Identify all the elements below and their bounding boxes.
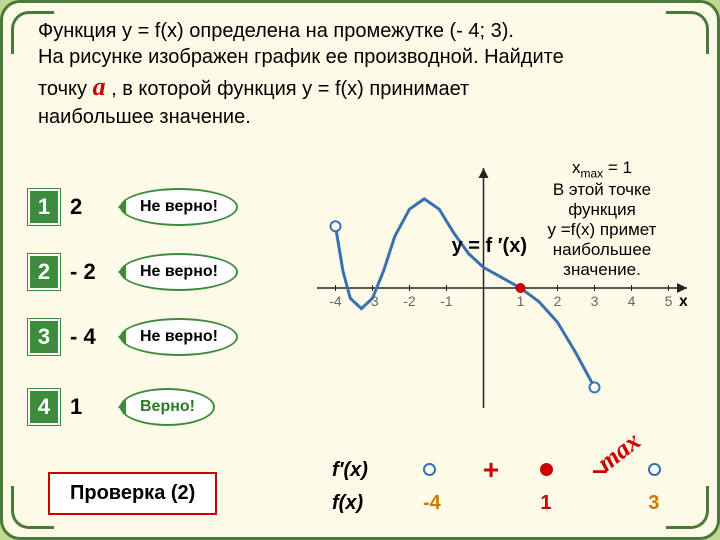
svg-text:1: 1 bbox=[517, 293, 525, 309]
svg-text:4: 4 bbox=[628, 293, 636, 309]
svg-text:2: 2 bbox=[554, 293, 562, 309]
feedback-bubble: Не верно! bbox=[120, 253, 238, 291]
option-value: - 2 bbox=[70, 259, 110, 285]
svg-text:-1: -1 bbox=[440, 293, 453, 309]
option-3[interactable]: 3 - 4 Не верно! bbox=[28, 318, 238, 356]
option-2[interactable]: 2 - 2 Не верно! bbox=[28, 253, 238, 291]
svg-text:-2: -2 bbox=[403, 293, 416, 309]
check-button[interactable]: Проверка (2) bbox=[48, 472, 217, 515]
option-value: 1 bbox=[70, 394, 110, 420]
option-number: 1 bbox=[28, 189, 60, 225]
option-1[interactable]: 12 Не верно! bbox=[28, 188, 238, 226]
feedback-bubble: Верно! bbox=[120, 388, 215, 426]
problem-text: Функция y = f(x) определена на промежутк… bbox=[38, 18, 687, 130]
option-number: 4 bbox=[28, 389, 60, 425]
option-value: 2 bbox=[70, 194, 110, 220]
svg-text:-4: -4 bbox=[329, 293, 342, 309]
feedback-bubble: Не верно! bbox=[120, 188, 238, 226]
option-4[interactable]: 41 Верно! bbox=[28, 388, 215, 426]
option-number: 3 bbox=[28, 319, 60, 355]
explanation: xmax = 1 В этой точкефункция y =f(x) при… bbox=[517, 158, 687, 280]
feedback-bubble: Не верно! bbox=[120, 318, 238, 356]
sign-table: f′(x)+– f(x)-413 bbox=[322, 450, 692, 519]
svg-text:5: 5 bbox=[665, 293, 673, 309]
option-number: 2 bbox=[28, 254, 60, 290]
svg-text:3: 3 bbox=[591, 293, 599, 309]
y-label: y = f ′(x) bbox=[452, 235, 527, 258]
svg-text:x: x bbox=[679, 293, 687, 310]
option-value: - 4 bbox=[70, 324, 110, 350]
